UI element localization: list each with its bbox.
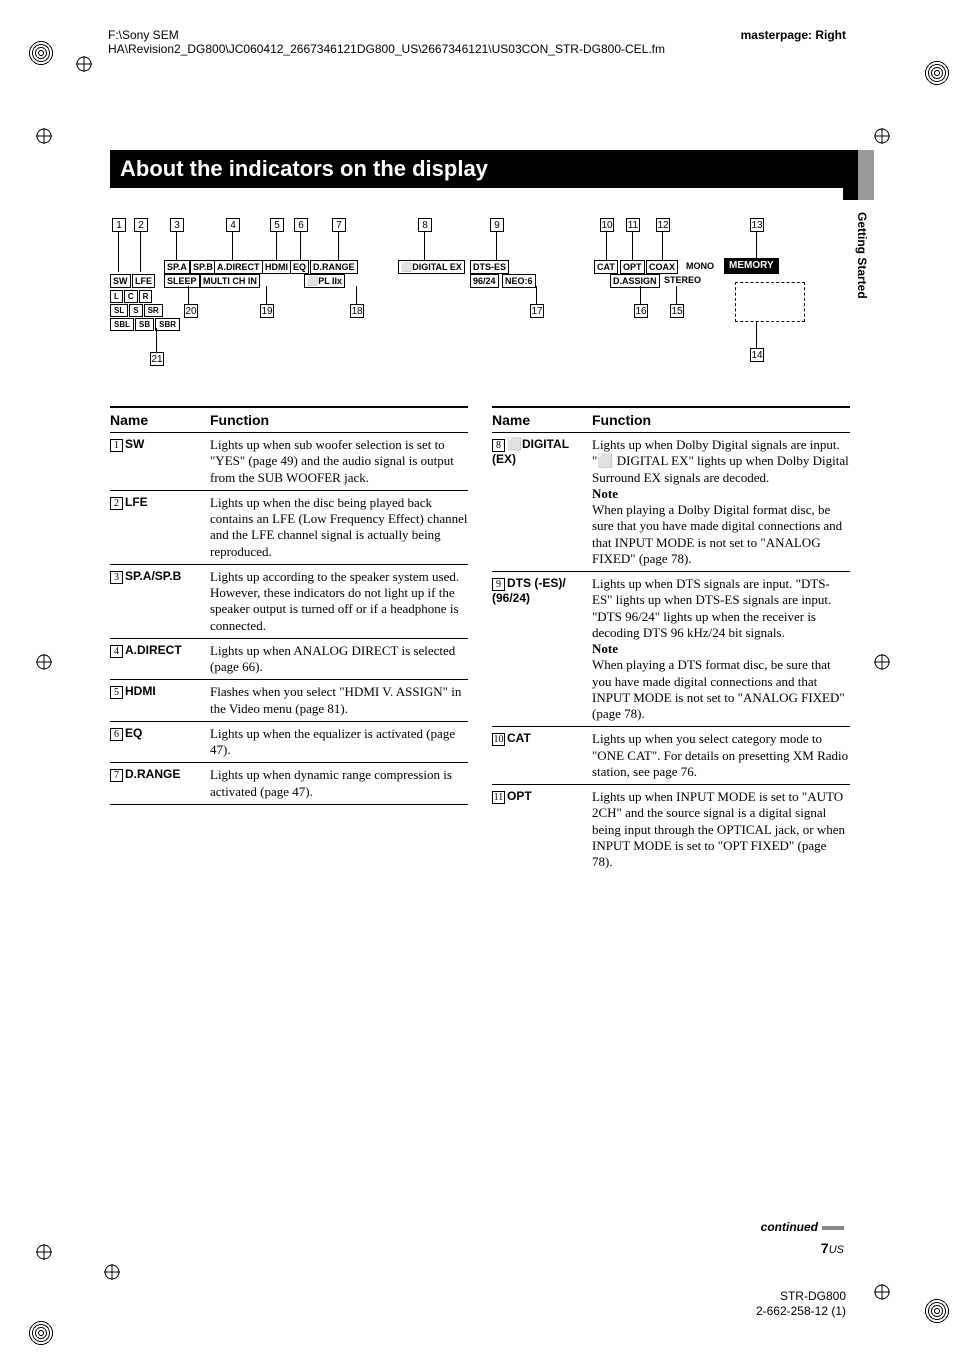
diagram-indicator: LFE — [132, 274, 155, 288]
diagram-indicator: MONO — [684, 260, 716, 272]
diagram-indicator: D.ASSIGN — [610, 274, 660, 288]
diagram-callout: 12 — [656, 218, 670, 232]
diagram-indicator: NEO:6 — [502, 274, 536, 288]
diagram-callout: 17 — [530, 304, 544, 318]
table-row: 6EQ Lights up when the equalizer is acti… — [110, 722, 468, 764]
table-header: Name Function — [110, 406, 468, 433]
diagram-indicator: MULTI CH IN — [200, 274, 260, 288]
right-column: Name Function 8⬜DIGITAL (EX) Lights up w… — [492, 406, 850, 874]
continued-label: continued — [761, 1220, 844, 1234]
section-side-label: Getting Started — [855, 212, 869, 299]
memory-display-area — [735, 282, 805, 322]
crop-arrow-icon — [32, 124, 56, 148]
speaker-grid: LCR SLSSR SBLSBSBR — [110, 290, 181, 332]
header-masterpage: masterpage: Right — [741, 28, 846, 42]
diagram-callout: 9 — [490, 218, 504, 232]
diagram-callout: 18 — [350, 304, 364, 318]
table-row: 10CAT Lights up when you select category… — [492, 727, 850, 785]
crop-arrow-icon — [32, 1240, 56, 1264]
diagram-callout: 20 — [184, 304, 198, 318]
diagram-indicator: 96/24 — [470, 274, 499, 288]
diagram-callout: 16 — [634, 304, 648, 318]
table-row: 1SW Lights up when sub woofer selection … — [110, 433, 468, 491]
diagram-indicator: COAX — [646, 260, 678, 274]
diagram-indicator: EQ — [290, 260, 309, 274]
table-row: 5HDMI Flashes when you select "HDMI V. A… — [110, 680, 468, 722]
crop-arrow-icon — [100, 1260, 124, 1284]
crop-arrow-icon — [72, 52, 96, 76]
crop-arrow-icon — [32, 650, 56, 674]
header-function: Function — [592, 412, 850, 428]
footer-model-info: STR-DG800 2-662-258-12 (1) — [756, 1289, 846, 1320]
diagram-indicator: OPT — [620, 260, 645, 274]
crop-mark-icon — [924, 1298, 950, 1324]
diagram-indicator: SW — [110, 274, 131, 288]
page-number: 7US — [821, 1240, 844, 1256]
crop-arrow-icon — [870, 1280, 894, 1304]
diagram-indicator: D.RANGE — [310, 260, 358, 274]
table-row: 2LFE Lights up when the disc being playe… — [110, 491, 468, 565]
diagram-callout: 6 — [294, 218, 308, 232]
header-function: Function — [210, 412, 468, 428]
crop-arrow-icon — [870, 124, 894, 148]
table-row: 9DTS (-ES)/ (96/24) Lights up when DTS s… — [492, 572, 850, 727]
diagram-callout: 10 — [600, 218, 614, 232]
diagram-callout: 11 — [626, 218, 640, 232]
diagram-indicator: SP.B — [190, 260, 216, 274]
table-row: 3SP.A/SP.B Lights up according to the sp… — [110, 565, 468, 639]
table-row: 4A.DIRECT Lights up when ANALOG DIRECT i… — [110, 639, 468, 681]
diagram-indicator: MEMORY — [724, 258, 779, 274]
display-diagram: 1 2 3 4 5 6 7 8 9 10 11 12 13 SP.A SP.B … — [110, 218, 810, 388]
diagram-indicator: HDMI — [262, 260, 291, 274]
diagram-indicator: A.DIRECT — [214, 260, 263, 274]
diagram-callout: 1 — [112, 218, 126, 232]
header-file-path: F:\Sony SEMHA\Revision2_DG800\JC060412_2… — [108, 28, 665, 57]
diagram-callout: 4 — [226, 218, 240, 232]
diagram-callout: 3 — [170, 218, 184, 232]
crop-mark-icon — [28, 40, 54, 66]
diagram-indicator: ⬜PL IIx — [304, 274, 345, 288]
diagram-indicator: CAT — [594, 260, 618, 274]
section-title: About the indicators on the display — [110, 150, 850, 188]
diagram-indicator: ⬜DIGITAL EX — [398, 260, 465, 274]
diagram-indicator: SLEEP — [164, 274, 200, 288]
diagram-indicator: SP.A — [164, 260, 190, 274]
diagram-callout: 7 — [332, 218, 346, 232]
section-tab-gray — [858, 150, 874, 200]
table-row: 11OPT Lights up when INPUT MODE is set t… — [492, 785, 850, 874]
table-row: 8⬜DIGITAL (EX) Lights up when Dolby Digi… — [492, 433, 850, 572]
header-name: Name — [492, 412, 592, 428]
table-header: Name Function — [492, 406, 850, 433]
diagram-indicator: DTS-ES — [470, 260, 509, 274]
diagram-callout: 19 — [260, 304, 274, 318]
diagram-callout: 13 — [750, 218, 764, 232]
diagram-callout: 15 — [670, 304, 684, 318]
diagram-callout: 14 — [750, 348, 764, 362]
left-column: Name Function 1SW Lights up when sub woo… — [110, 406, 468, 874]
crop-mark-icon — [28, 1320, 54, 1346]
table-row: 7D.RANGE Lights up when dynamic range co… — [110, 763, 468, 805]
header-name: Name — [110, 412, 210, 428]
diagram-callout: 2 — [134, 218, 148, 232]
diagram-callout: 8 — [418, 218, 432, 232]
diagram-callout: 21 — [150, 352, 164, 366]
diagram-indicator: STEREO — [662, 274, 703, 286]
diagram-callout: 5 — [270, 218, 284, 232]
crop-arrow-icon — [870, 650, 894, 674]
crop-mark-icon — [924, 60, 950, 86]
